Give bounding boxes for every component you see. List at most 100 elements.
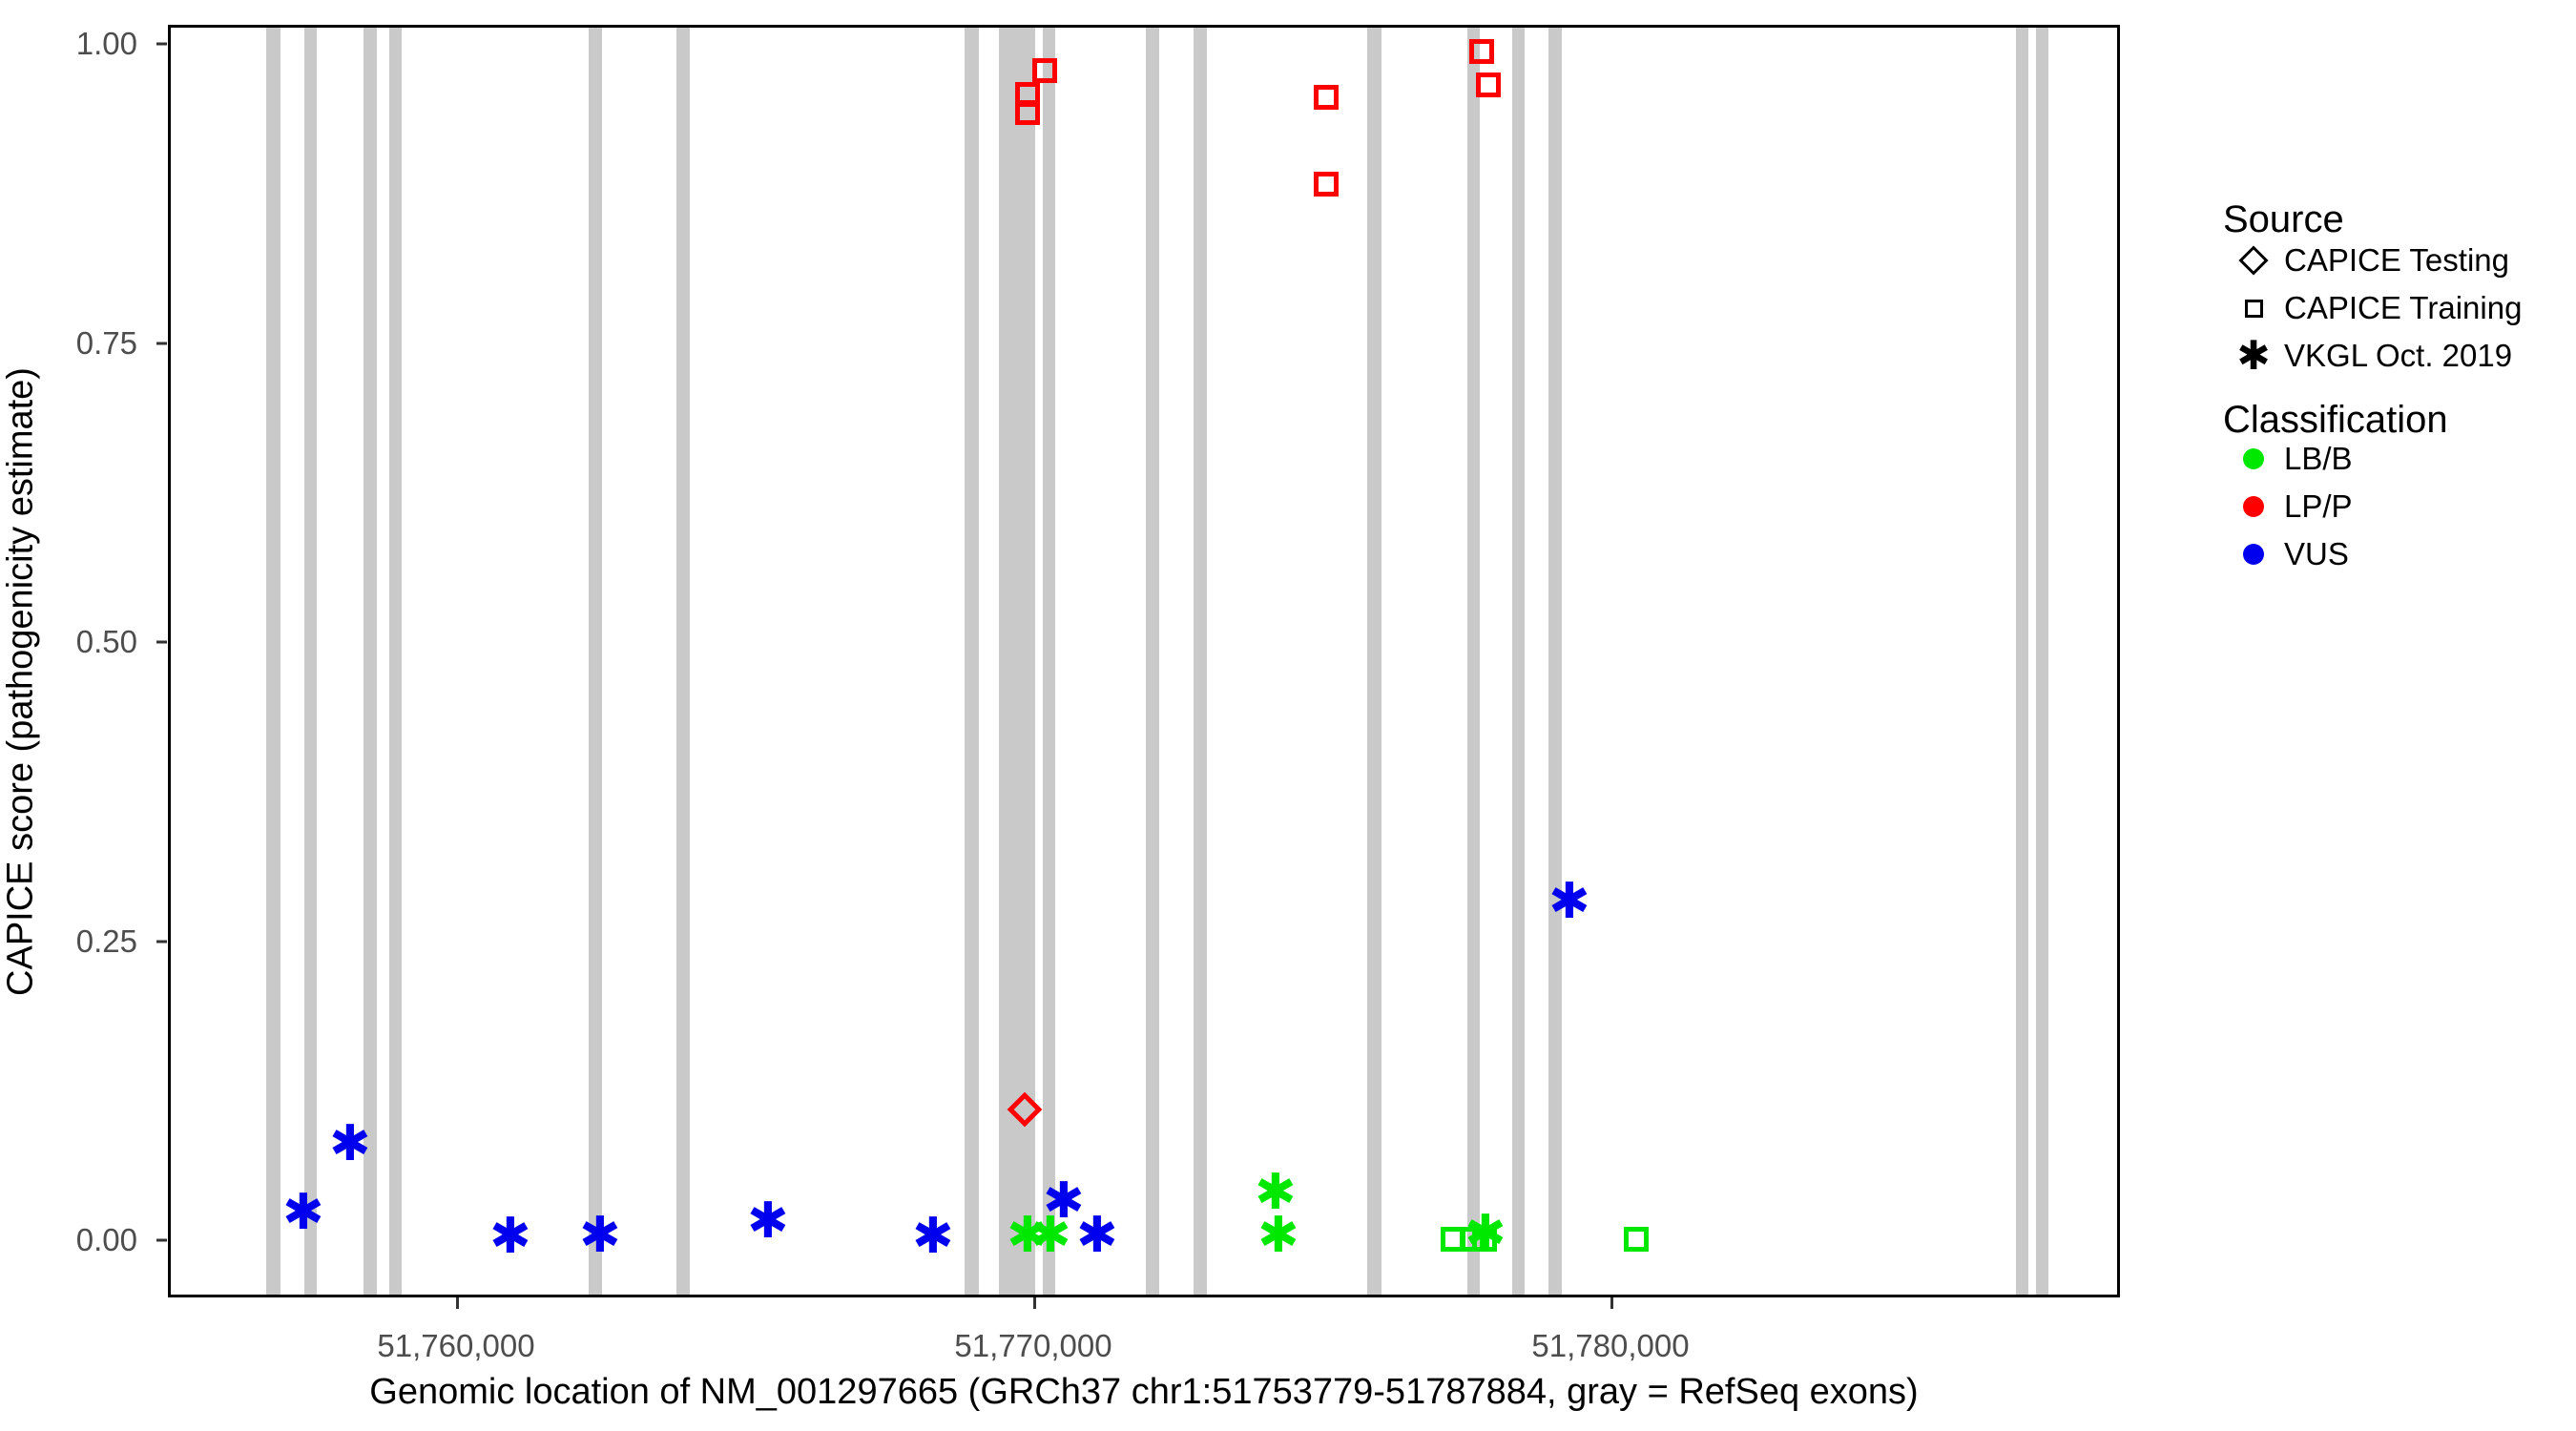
x-tick-label: 51,770,000: [954, 1328, 1112, 1363]
data-point-asterisk[interactable]: ✱: [1255, 1168, 1297, 1217]
legend-key-dot: [2229, 437, 2278, 481]
data-point-asterisk[interactable]: ✱: [1076, 1211, 1118, 1260]
asterisk-icon: ✱: [1257, 1207, 1299, 1265]
exon-bar: [676, 28, 690, 1295]
data-point-asterisk[interactable]: ✱: [912, 1212, 954, 1261]
exon-bar: [1512, 28, 1525, 1295]
asterisk-icon: ✱: [282, 1184, 324, 1242]
diamond-outline-icon: [2238, 245, 2269, 276]
exon-bar: [266, 28, 280, 1295]
data-point-asterisk[interactable]: ✱: [1257, 1211, 1299, 1260]
data-point-square[interactable]: [1015, 99, 1040, 125]
asterisk-icon: ✱: [1076, 1207, 1118, 1265]
exon-bar: [304, 28, 317, 1295]
legend-key-square: [2229, 286, 2278, 330]
legend-classification-item[interactable]: VUS: [2229, 532, 2349, 576]
data-point-asterisk[interactable]: ✱: [329, 1119, 371, 1169]
x-tick-label: 51,760,000: [377, 1328, 535, 1363]
y-tick-mark: [156, 1238, 167, 1242]
data-point-square[interactable]: [1476, 73, 1501, 98]
x-tick-mark: [1610, 1297, 1613, 1309]
legend-classification-item[interactable]: LP/P: [2229, 485, 2353, 529]
exon-bar: [1146, 28, 1159, 1295]
exon-bar: [965, 28, 979, 1295]
legend-item-label: CAPICE Training: [2284, 290, 2523, 325]
asterisk-icon: ✱: [1029, 1207, 1071, 1265]
legend-title-classification: Classification: [2223, 399, 2448, 441]
exon-bar: [1367, 28, 1381, 1295]
x-tick-mark: [1033, 1297, 1036, 1309]
legend-key-diamond: [2229, 238, 2278, 282]
data-point-asterisk[interactable]: ✱: [1029, 1211, 1071, 1260]
exon-bar: [364, 28, 377, 1295]
legend-source-item[interactable]: CAPICE Training: [2229, 286, 2522, 330]
data-point-asterisk[interactable]: ✱: [1007, 1211, 1049, 1260]
data-point-square[interactable]: [1314, 84, 1339, 110]
data-point-square[interactable]: [1032, 58, 1057, 84]
exon-bar: [2016, 28, 2028, 1295]
exon-bar: [589, 28, 602, 1295]
y-tick-mark: [156, 940, 167, 943]
asterisk-icon: ✱: [1465, 1204, 1506, 1262]
data-point-asterisk[interactable]: ✱: [1548, 877, 1590, 926]
legend-title-source: Source: [2223, 198, 2344, 240]
legend-key-asterisk: ✱: [2229, 334, 2278, 378]
data-point-asterisk[interactable]: ✱: [489, 1212, 531, 1261]
data-point-asterisk[interactable]: ✱: [282, 1188, 324, 1237]
legend-classification-item[interactable]: LB/B: [2229, 437, 2353, 481]
square-outline-icon: [2244, 299, 2263, 318]
legend-item-label: CAPICE Testing: [2284, 242, 2509, 278]
data-point-square[interactable]: [1469, 39, 1494, 65]
asterisk-icon: ✱: [912, 1208, 954, 1266]
exon-bar: [2036, 28, 2048, 1295]
y-tick-mark: [156, 342, 167, 344]
exon-bar: [389, 28, 402, 1295]
dot-icon: [2243, 544, 2264, 565]
y-tick-mark: [156, 42, 167, 46]
legend-item-label: LB/B: [2284, 441, 2353, 476]
exon-bar: [999, 28, 1035, 1295]
x-tick-label: 51,780,000: [1531, 1328, 1690, 1363]
data-point-asterisk[interactable]: ✱: [579, 1211, 621, 1260]
legend-source-item[interactable]: ✱ VKGL Oct. 2019: [2229, 334, 2512, 378]
y-tick-label: 0.50: [75, 624, 137, 659]
data-point-square[interactable]: [1314, 172, 1339, 197]
data-point-asterisk[interactable]: ✱: [747, 1196, 789, 1246]
exon-bar: [1194, 28, 1207, 1295]
y-tick-label: 0.00: [75, 1222, 137, 1257]
x-tick-mark: [456, 1297, 459, 1309]
asterisk-icon: ✱: [579, 1207, 621, 1265]
exon-bar: [1043, 28, 1055, 1295]
dot-icon: [2243, 496, 2264, 517]
y-axis-title: CAPICE score (pathogenicity estimate): [0, 367, 41, 996]
legend-key-dot: [2229, 532, 2278, 576]
asterisk-icon: ✱: [1007, 1207, 1049, 1265]
data-point-square[interactable]: [1624, 1227, 1649, 1253]
legend-key-dot: [2229, 485, 2278, 529]
data-point-square[interactable]: [1472, 1227, 1497, 1253]
y-tick-label: 0.75: [75, 324, 137, 361]
asterisk-icon: ✱: [489, 1208, 531, 1266]
asterisk-icon: ✱: [1548, 873, 1590, 931]
y-tick-label: 0.25: [75, 923, 137, 959]
asterisk-icon: ✱: [1043, 1172, 1085, 1230]
exon-bar: [1548, 28, 1562, 1295]
asterisk-icon: ✱: [2236, 332, 2271, 379]
y-tick-label: 1.00: [75, 26, 137, 61]
legend-item-label: LP/P: [2284, 488, 2353, 524]
x-axis-title: Genomic location of NM_001297665 (GRCh37…: [369, 1372, 1919, 1412]
asterisk-icon: ✱: [329, 1114, 371, 1172]
asterisk-icon: ✱: [1255, 1164, 1297, 1222]
plot-panel[interactable]: ✱ ✱ ✱ ✱ ✱ ✱ ✱ ✱ ✱ ✱ ✱ ✱ ✱ ✱: [168, 25, 2120, 1297]
dot-icon: [2243, 448, 2264, 469]
legend-source-item[interactable]: CAPICE Testing: [2229, 238, 2509, 282]
y-tick-mark: [156, 640, 167, 644]
asterisk-icon: ✱: [747, 1192, 789, 1251]
data-point-asterisk[interactable]: ✱: [1043, 1176, 1085, 1226]
legend-item-label: VKGL Oct. 2019: [2284, 338, 2513, 373]
legend: Source CAPICE Testing CAPICE Training ✱ VKG…: [2204, 0, 2576, 1431]
exon-bar: [1467, 28, 1480, 1295]
data-point-asterisk[interactable]: ✱: [1465, 1209, 1506, 1258]
legend-item-label: VUS: [2284, 536, 2349, 571]
